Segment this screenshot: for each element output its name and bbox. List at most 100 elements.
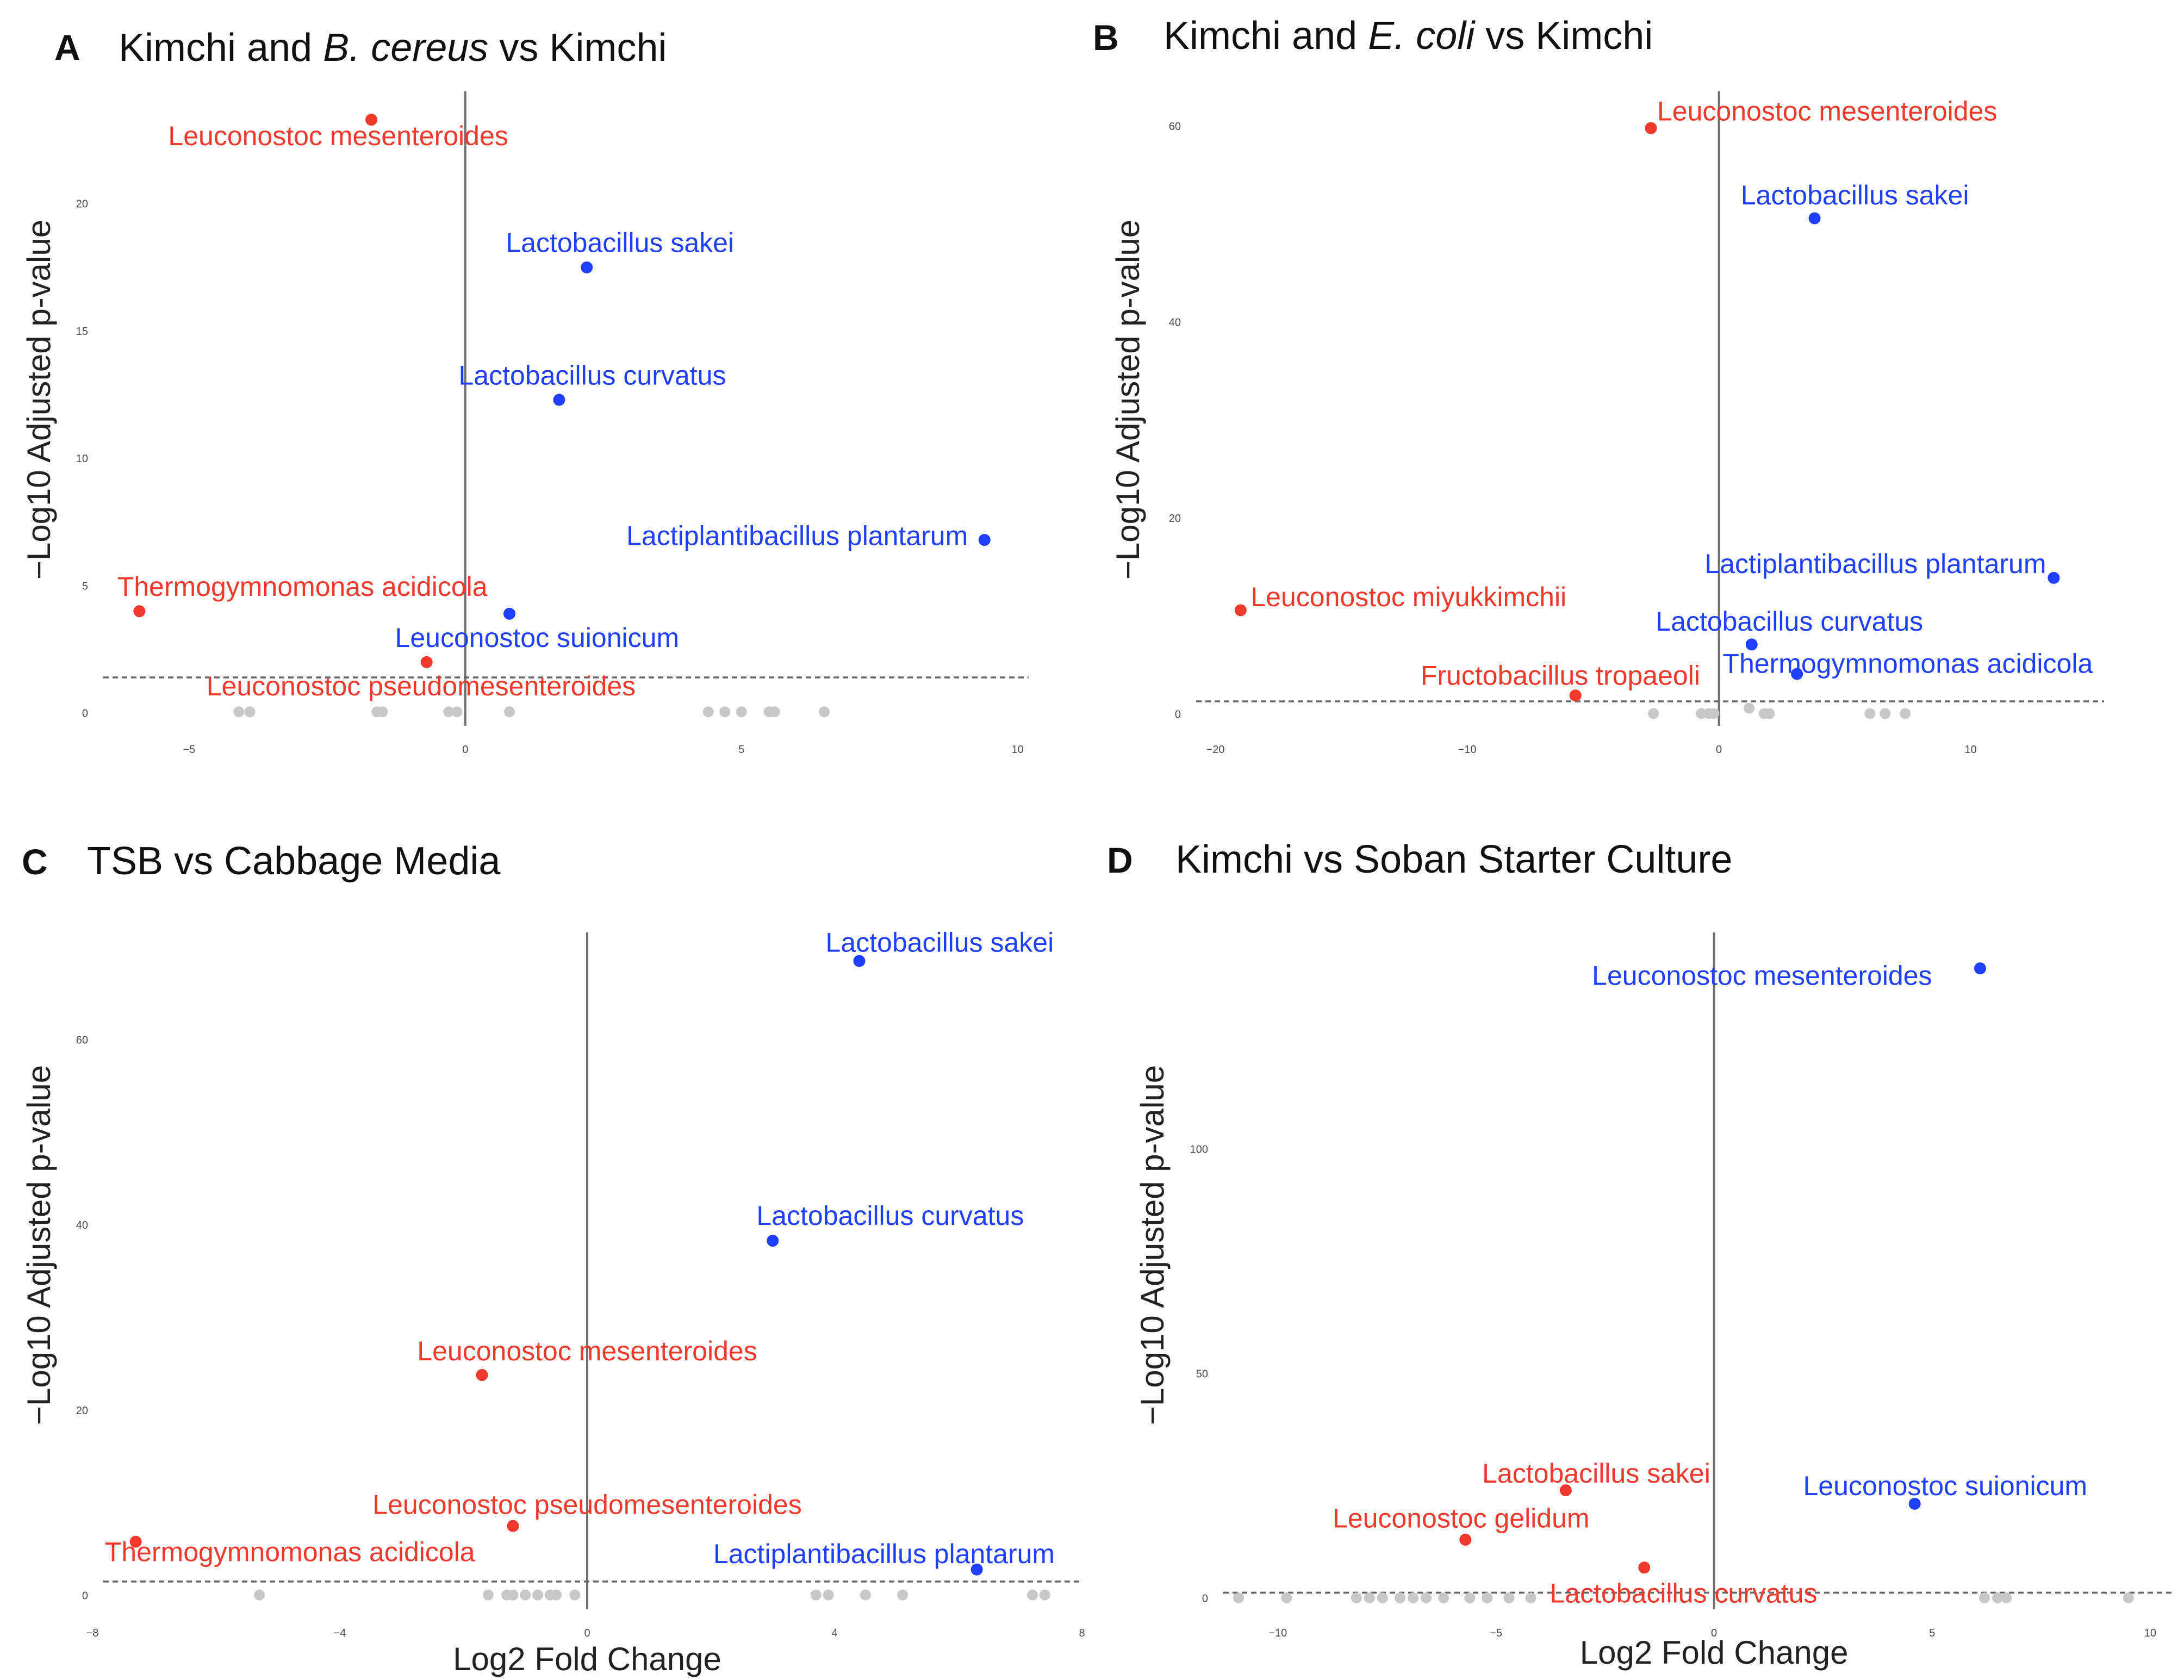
y-tick-label: 5	[82, 580, 88, 592]
point-lactobacillus-curvatus	[767, 1235, 779, 1247]
ns-point	[244, 706, 256, 718]
ns-point	[451, 706, 463, 718]
x-tick-label: −5	[1490, 1627, 1502, 1639]
title-prefix: Kimchi vs Soban Starter Culture	[1175, 838, 1732, 881]
point-leuconostoc-mesenteroides	[1645, 122, 1657, 134]
y-axis-label: −Log10 Adjusted p-value	[1134, 1065, 1171, 1425]
label-thermogymnomonas-acidicola: Thermogymnomonas acidicola	[1722, 649, 2093, 679]
panel-letter: B	[1093, 17, 1119, 58]
ns-point	[1764, 708, 1775, 719]
ns-point	[1394, 1592, 1405, 1603]
label-fructobacillus-tropaeoli: Fructobacillus tropaeoli	[1421, 660, 1700, 690]
y-tick-label: 0	[1175, 708, 1181, 720]
ns-point	[769, 706, 780, 718]
ns-point	[2001, 1592, 2012, 1603]
point-lactobacillus-sakei	[581, 261, 593, 273]
ns-point	[2123, 1592, 2134, 1603]
panel-title: Kimchi and E. coli vs Kimchi	[1163, 14, 1653, 58]
ns-point	[1421, 1592, 1432, 1603]
point-lactiplantibacillus-plantarum	[970, 1563, 983, 1576]
ns-point	[507, 1589, 519, 1601]
x-tick-label: −8	[86, 1627, 99, 1639]
x-axis-label: Log2 Fold Change	[453, 1641, 721, 1677]
point-leuconostoc-suionicum	[1908, 1497, 1921, 1510]
point-lactobacillus-sakei	[1808, 212, 1821, 225]
label-leuconostoc-pseudomesenteroides: Leuconostoc pseudomesenteroides	[207, 671, 636, 701]
y-tick-label: 0	[82, 1590, 88, 1602]
label-lactiplantibacillus-plantarum: Lactiplantibacillus plantarum	[1704, 549, 2046, 579]
point-fructobacillus-tropaeoli	[1569, 689, 1582, 702]
ns-point	[532, 1589, 543, 1601]
label-lactobacillus-sakei: Lactobacillus sakei	[1482, 1458, 1710, 1489]
ns-point	[1377, 1592, 1388, 1603]
ns-point	[520, 1589, 531, 1601]
panel-title: Kimchi vs Soban Starter Culture	[1175, 838, 1732, 881]
ns-point	[1464, 1592, 1476, 1603]
ns-point	[1039, 1589, 1050, 1601]
point-lactobacillus-curvatus	[553, 394, 565, 406]
point-leuconostoc-miyukkimchii	[1234, 604, 1247, 617]
point-lactiplantibacillus-plantarum	[978, 534, 991, 546]
title-suffix: vs Kimchi	[1474, 14, 1653, 58]
ns-point	[719, 706, 731, 718]
ns-point	[1880, 708, 1891, 719]
point-lactiplantibacillus-plantarum	[2048, 571, 2060, 584]
point-lactobacillus-sakei	[853, 955, 866, 967]
label-leuconostoc-suionicum: Leuconostoc suionicum	[1803, 1471, 2088, 1501]
ns-point	[1864, 708, 1876, 719]
ns-point	[1696, 708, 1707, 719]
ns-point	[1503, 1592, 1515, 1603]
label-lactobacillus-curvatus: Lactobacillus curvatus	[1656, 606, 1923, 637]
point-lactobacillus-sakei	[1559, 1484, 1572, 1497]
title-suffix: vs Kimchi	[488, 26, 667, 70]
ns-point	[1351, 1592, 1362, 1603]
y-tick-label: 40	[76, 1219, 88, 1231]
label-leuconostoc-suionicum: Leuconostoc suionicum	[395, 623, 680, 653]
ns-point	[736, 706, 747, 718]
label-lactobacillus-curvatus: Lactobacillus curvatus	[458, 360, 726, 390]
x-tick-label: −10	[1458, 744, 1477, 756]
ns-point	[810, 1589, 822, 1601]
panel-c: C TSB vs Cabbage Media −Log10 Adjusted p-v…	[21, 839, 1085, 1677]
label-leuconostoc-mesenteroides: Leuconostoc mesenteroides	[168, 121, 508, 151]
ns-point	[1900, 708, 1911, 719]
ns-point	[1992, 1592, 2003, 1603]
ns-point	[551, 1589, 562, 1601]
point-thermogymnomonas-acidicola	[1791, 668, 1803, 680]
y-axis-label: −Log10 Adjusted p-value	[21, 1065, 57, 1425]
x-tick-label: −20	[1206, 744, 1225, 756]
x-tick-label: 0	[1716, 744, 1722, 756]
panel-title: Kimchi and B. cereus vs Kimchi	[119, 26, 667, 70]
point-leuconostoc-mesenteroides	[1974, 962, 1986, 975]
point-lactobacillus-curvatus	[1745, 638, 1758, 651]
x-tick-label: 0	[584, 1627, 590, 1639]
point-leuconostoc-gelidum	[1459, 1533, 1472, 1546]
y-tick-label: 40	[1169, 317, 1181, 329]
label-leuconostoc-mesenteroides: Leuconostoc mesenteroides	[417, 1336, 757, 1366]
y-axis-label: −Log10 Adjusted p-value	[1110, 220, 1146, 580]
label-leuconostoc-gelidum: Leuconostoc gelidum	[1333, 1503, 1590, 1534]
label-leuconostoc-miyukkimchii: Leuconostoc miyukkimchii	[1250, 582, 1566, 612]
x-tick-label: 10	[1964, 744, 1976, 756]
ns-point	[377, 706, 388, 718]
ns-point	[1408, 1592, 1419, 1603]
y-tick-label: 50	[1196, 1368, 1208, 1380]
ns-point	[823, 1589, 834, 1601]
title-species: E. coli	[1368, 14, 1476, 58]
panel-d: D Kimchi vs Soban Starter Culture −Log10 A…	[1107, 838, 2172, 1671]
label-leuconostoc-mesenteroides: Leuconostoc mesenteroides	[1657, 96, 1997, 126]
y-tick-label: 60	[1169, 121, 1181, 133]
panel-b: B Kimchi and E. coli vs Kimchi −Log10 Adju…	[1093, 14, 2104, 756]
y-tick-label: 0	[82, 708, 88, 720]
y-tick-label: 20	[1169, 513, 1181, 525]
ns-point	[1482, 1592, 1493, 1603]
point-leuconostoc-pseudomesenteroides	[507, 1520, 519, 1532]
ns-point	[233, 706, 245, 718]
label-lactobacillus-sakei: Lactobacillus sakei	[1741, 180, 1969, 210]
ns-point	[897, 1589, 909, 1601]
x-axis-label: Log2 Fold Change	[1580, 1634, 1849, 1671]
point-thermogymnomonas-acidicola	[129, 1535, 142, 1548]
x-tick-label: 8	[1079, 1627, 1085, 1639]
label-leuconostoc-mesenteroides: Leuconostoc mesenteroides	[1592, 961, 1932, 991]
